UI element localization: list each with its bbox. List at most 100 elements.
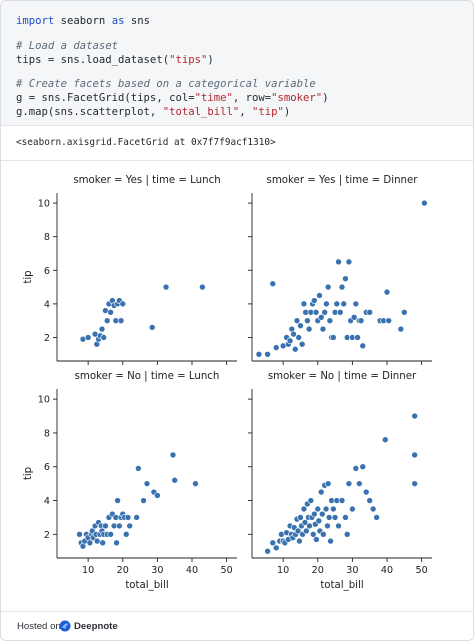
panel-title: smoker = Yes | time = Dinner [267, 175, 419, 186]
code-text: g.map(sns.scatterplot, [16, 106, 163, 118]
code-keyword-import: import [16, 15, 55, 27]
scatter-point [411, 451, 418, 459]
scatter-point [320, 531, 327, 538]
scatter-point [309, 531, 317, 538]
facet-grid-chart: smoker = Yes | time = Lunch 2 4 6 8 10 tip smok… [23, 175, 432, 591]
y-tick-label: 10 [38, 199, 50, 210]
scatter-point [397, 325, 405, 333]
scatter-point [84, 334, 92, 341]
scatter-point [199, 283, 206, 291]
scatter-point [313, 536, 320, 543]
y-tick-label: 8 [44, 428, 50, 439]
scatter-point [286, 337, 294, 345]
x-tick-label: 30 [151, 565, 163, 576]
scatter-point [107, 531, 114, 538]
scatter-point [349, 505, 356, 513]
scatter-point [327, 537, 334, 545]
scatter-point [93, 537, 101, 545]
x-tick-label: 10 [277, 565, 289, 576]
scatter-point [324, 283, 332, 291]
scatter-point [316, 292, 323, 299]
scatter-point [264, 350, 271, 358]
deepnote-link[interactable]: Deepnote [74, 621, 118, 632]
scatter-point [269, 539, 277, 547]
scatter-point [311, 297, 318, 304]
y-axis-label: tip [23, 270, 34, 283]
scatter-point [401, 308, 408, 316]
scatter-point [126, 522, 133, 530]
scatter-point [306, 522, 313, 530]
scatter-point [169, 451, 177, 459]
code-line-5: g = sns.FacetGrid(tips, col="time", row=… [16, 91, 329, 105]
code-text: ) [207, 54, 214, 66]
scatter-point [192, 480, 199, 487]
x-tick-label: 50 [416, 565, 428, 576]
scatter-point [338, 497, 346, 504]
code-line-1: import seaborn as sns [16, 14, 150, 28]
scatter-point [148, 324, 156, 331]
scatter-point [352, 300, 360, 308]
code-string: "smoker" [271, 92, 323, 104]
scatter-point [303, 527, 310, 535]
code-cell[interactable]: import seaborn as sns # Load a dataset t… [1, 1, 473, 126]
x-tick-label: 30 [346, 565, 358, 576]
scatter-point [317, 488, 325, 496]
scatter-point [171, 476, 178, 484]
scatter-point [385, 317, 393, 324]
scatter-point [314, 505, 322, 513]
scatter-point [345, 258, 353, 266]
y-tick-label: 4 [44, 496, 50, 507]
scatter-point [352, 465, 360, 472]
scatter-point [421, 199, 428, 207]
scatter-point [300, 300, 308, 308]
output-divider [1, 160, 473, 161]
scatter-point [411, 480, 418, 487]
scatter-point [102, 522, 109, 530]
scatter-point [135, 465, 142, 472]
code-text: ) [322, 92, 329, 104]
scatter-point [312, 308, 320, 316]
scatter-point [122, 531, 130, 538]
scatter-point [86, 539, 94, 547]
y-tick-label: 10 [38, 395, 50, 406]
scatter-point [359, 342, 367, 350]
scatter-point [345, 480, 353, 487]
scatter-point [331, 514, 339, 521]
scatter-point [333, 300, 341, 308]
code-string: "tips" [169, 54, 208, 66]
scatter-point [338, 283, 346, 291]
scatter-point [315, 517, 323, 525]
scatter-point [294, 527, 302, 535]
y-tick-label: 8 [44, 232, 50, 243]
scatter-point [373, 514, 380, 521]
scatter-point [343, 531, 351, 538]
x-tick-label: 20 [117, 565, 129, 576]
scatter-point [381, 436, 389, 444]
code-text: tips = sns.load_dataset( [16, 54, 170, 66]
code-line-6: g.map(sns.scatterplot, "total_bill", "ti… [16, 105, 290, 119]
scatter-point [362, 488, 370, 496]
scatter-point [322, 505, 330, 513]
scatter-point [154, 492, 161, 499]
scatter-point [326, 317, 334, 324]
scatter-point [114, 497, 121, 504]
scatter-point [366, 308, 373, 316]
x-axis-label: total_bill [320, 580, 363, 591]
scatter-point [293, 317, 301, 324]
scatter-point [116, 522, 123, 530]
deepnote-logo-icon[interactable] [59, 620, 71, 632]
scatter-point [296, 537, 303, 545]
scatter-point [319, 325, 327, 333]
code-line-2: # Load a dataset [16, 40, 119, 52]
scatter-point [140, 497, 147, 504]
panel-title: smoker = Yes | time = Lunch [73, 175, 220, 186]
scatter-point [342, 514, 349, 521]
scatter-point [98, 325, 106, 333]
code-line-4: # Create facets based on a categorical v… [16, 78, 316, 90]
code-text: g = sns.FacetGrid(tips, col= [16, 92, 195, 104]
panel-title: smoker = No | time = Lunch [75, 371, 220, 382]
scatter-point [100, 334, 108, 341]
code-keyword-as: as [111, 15, 125, 27]
code-text: , [239, 106, 253, 118]
